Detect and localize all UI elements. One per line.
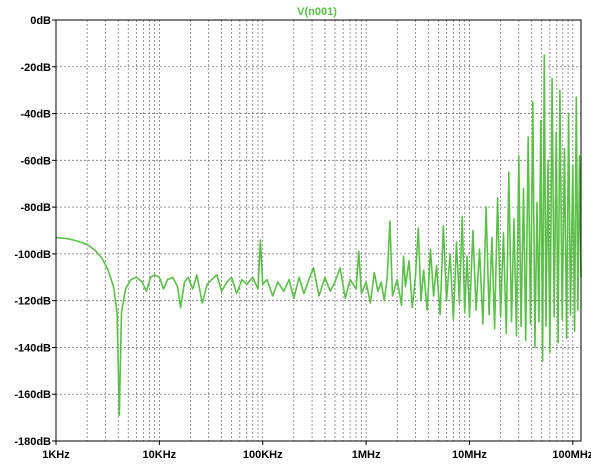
plot-area: [56, 20, 581, 441]
x-tick-label: 10KHz: [143, 449, 177, 461]
y-tick-label: -180dB: [14, 436, 51, 448]
x-tick-label: 10MHz: [452, 449, 487, 461]
y-tick-label: -100dB: [14, 249, 51, 261]
y-tick-label: -120dB: [14, 296, 51, 308]
x-tick-labels: 1KHz 10KHz 100KHz 1MHz 10MHz 100MHz: [42, 449, 591, 461]
y-tick-label: -140dB: [14, 342, 51, 354]
x-tick-label: 1KHz: [42, 449, 70, 461]
y-tick-label: -80dB: [20, 202, 51, 214]
y-tick-label: -60dB: [20, 155, 51, 167]
x-tick-label: 100KHz: [243, 449, 283, 461]
y-tick-label: 0dB: [30, 15, 51, 27]
x-tick-label: 1MHz: [352, 449, 381, 461]
x-tick-label: 100MHz: [552, 449, 591, 461]
plot-frame: [55, 19, 582, 442]
y-tick-label: -40dB: [20, 109, 51, 121]
y-tick-labels: 0dB -20dB -40dB -60dB -80dB -100dB -120dB -140d…: [14, 15, 51, 448]
y-tick-label: -20dB: [20, 62, 51, 74]
series-layer: [55, 54, 582, 417]
tick-marks: [52, 19, 574, 445]
chart-title: V(n001): [297, 6, 337, 18]
y-tick-label: -160dB: [14, 389, 51, 401]
series-line: [55, 54, 582, 417]
